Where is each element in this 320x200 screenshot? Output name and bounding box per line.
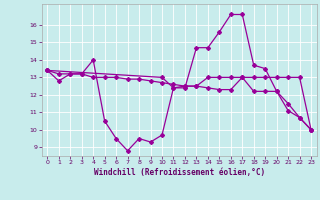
X-axis label: Windchill (Refroidissement éolien,°C): Windchill (Refroidissement éolien,°C): [94, 168, 265, 177]
